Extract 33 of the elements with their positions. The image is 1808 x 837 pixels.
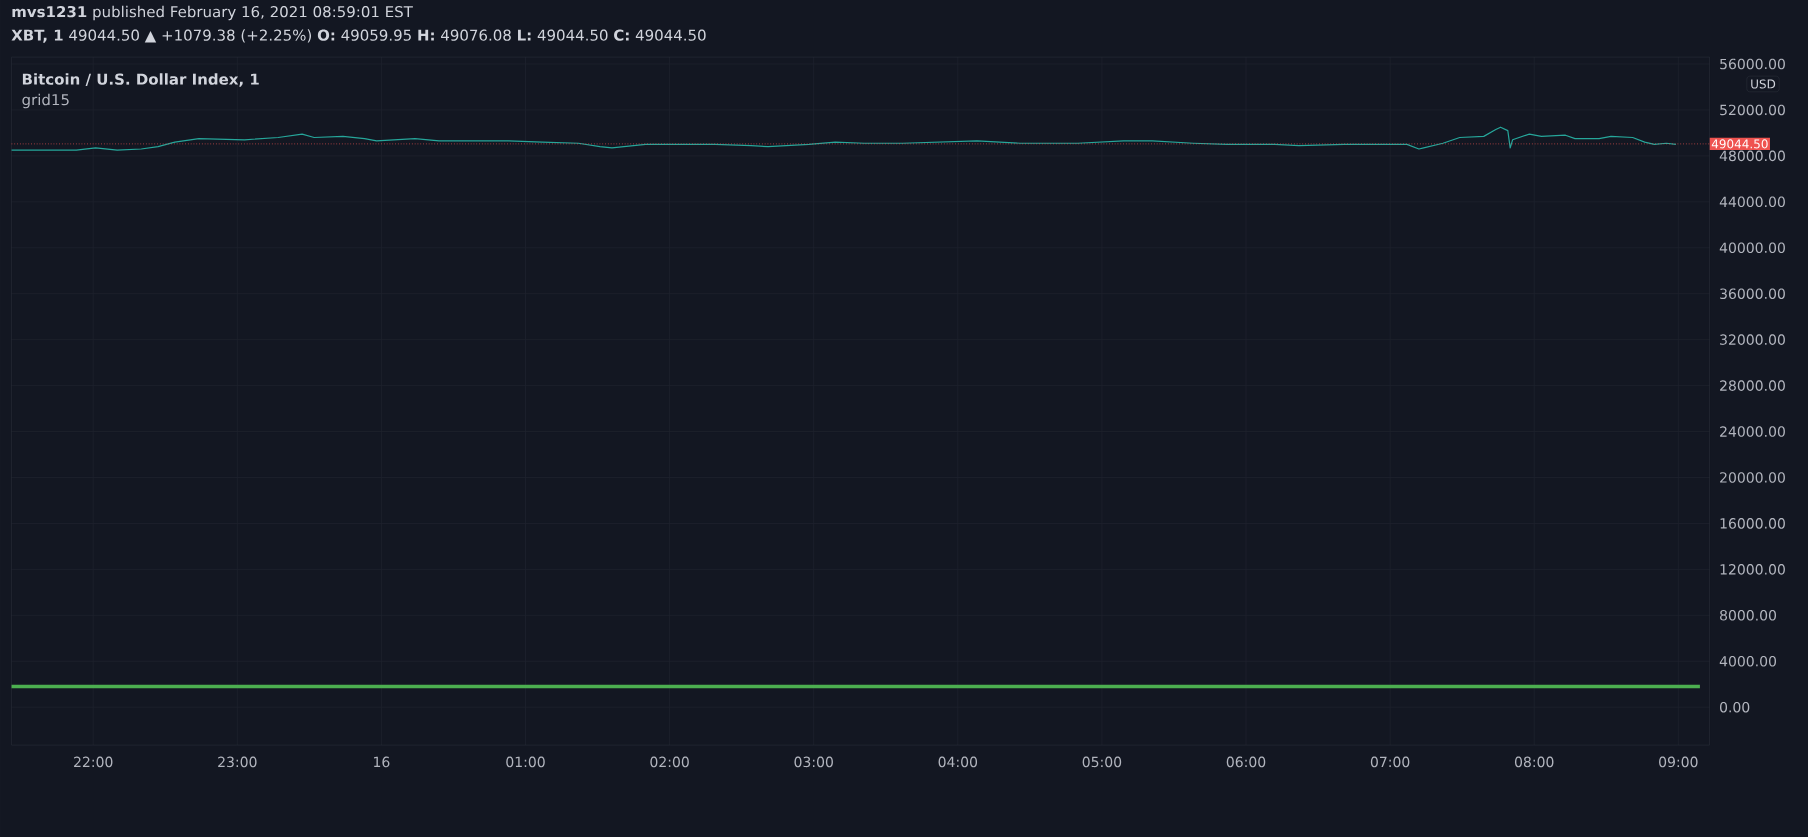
text: Bitcoin / U.S. Dollar Index, 1 (22, 73, 259, 87)
y-tick-label: 24000.00 (1720, 426, 1785, 437)
y-tick-label: 32000.00 (1720, 334, 1785, 345)
y-axis-title: USD (1751, 79, 1776, 89)
y-tick-label: 36000.00 (1720, 288, 1785, 300)
x-tick-label: 23:00 (218, 756, 257, 768)
x-tick-label: 07:00 (1370, 756, 1410, 768)
y-tick-label: 28000.00 (1720, 380, 1785, 391)
x-tick-label: 05:00 (1082, 756, 1122, 768)
x-tick-label: 06:00 (1226, 756, 1266, 768)
y-tick-label: 44000.00 (1719, 196, 1785, 208)
y-tick-label: 8000.00 (1720, 610, 1777, 621)
x-tick-label: 09:00 (1659, 756, 1698, 768)
y-tick-label: 20000.00 (1720, 472, 1785, 483)
y-tick-label: 40000.00 (1719, 242, 1785, 254)
y-tick-label: 56000.00 (1720, 58, 1785, 70)
ref-line-label: 49044.50 (1711, 139, 1768, 149)
x-tick-label: 04:00 (938, 756, 978, 768)
x-tick-label: 22:00 (74, 756, 113, 768)
text: mvs1231 published February 16, 2021 08:59:01 EST (12, 5, 413, 21)
y-tick-label: 12000.00 (1720, 564, 1785, 575)
y-tick-label: 52000.00 (1720, 104, 1785, 116)
annotation: grid15 (22, 93, 69, 109)
x-tick-label: 02:00 (650, 756, 689, 768)
y-tick-label: 0.00 (1719, 701, 1750, 713)
x-tick-label: 08:00 (1514, 756, 1554, 768)
y-tick-label: 16000.00 (1720, 518, 1785, 529)
x-tick-label: 01:00 (506, 756, 545, 768)
x-tick-label: 03:00 (794, 756, 833, 768)
y-tick-label: 4000.00 (1719, 655, 1777, 667)
x-tick-label: 16 (374, 756, 390, 768)
y-tick-label: 48000.00 (1719, 150, 1785, 162)
text: XBT, 1 49044.50 ▲ +1079.38 (+2.25%) O: 49059.95 H: 49076.08 L: 49044.50 C: 49044.50 (11, 29, 706, 43)
